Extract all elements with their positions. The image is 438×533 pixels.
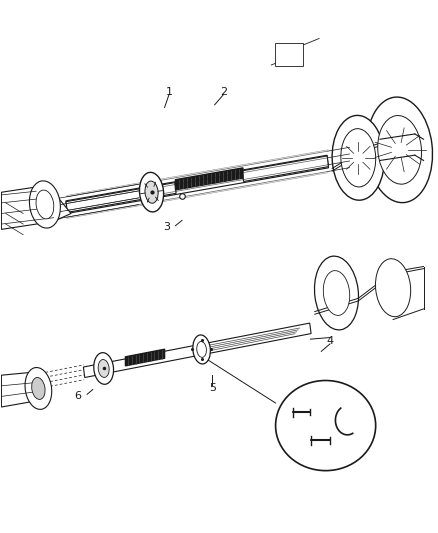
Text: 1: 1 [166,86,173,96]
Polygon shape [176,168,243,190]
Ellipse shape [36,190,54,219]
Ellipse shape [378,116,421,184]
Text: 2: 2 [220,86,227,96]
Ellipse shape [276,381,376,471]
Ellipse shape [32,377,45,399]
Polygon shape [66,155,328,213]
Ellipse shape [139,172,164,212]
Ellipse shape [367,97,432,203]
Ellipse shape [98,360,109,377]
FancyBboxPatch shape [275,43,303,66]
Ellipse shape [323,271,350,316]
Text: 6: 6 [74,391,81,401]
Ellipse shape [332,116,385,200]
Ellipse shape [375,259,411,317]
Ellipse shape [25,368,52,409]
Polygon shape [1,372,49,407]
Ellipse shape [314,256,359,330]
Text: 5: 5 [209,383,216,393]
Text: 4: 4 [326,336,334,346]
Polygon shape [242,156,328,182]
Ellipse shape [29,181,60,228]
Ellipse shape [193,335,210,364]
Polygon shape [83,323,311,377]
Ellipse shape [145,181,158,203]
Polygon shape [125,349,165,366]
Ellipse shape [94,353,113,384]
Ellipse shape [197,342,206,357]
Polygon shape [1,187,71,229]
Polygon shape [66,183,176,212]
Ellipse shape [341,128,376,187]
Text: 3: 3 [163,222,170,232]
